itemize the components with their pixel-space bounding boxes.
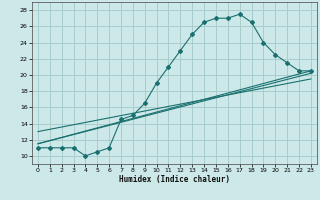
X-axis label: Humidex (Indice chaleur): Humidex (Indice chaleur)	[119, 175, 230, 184]
